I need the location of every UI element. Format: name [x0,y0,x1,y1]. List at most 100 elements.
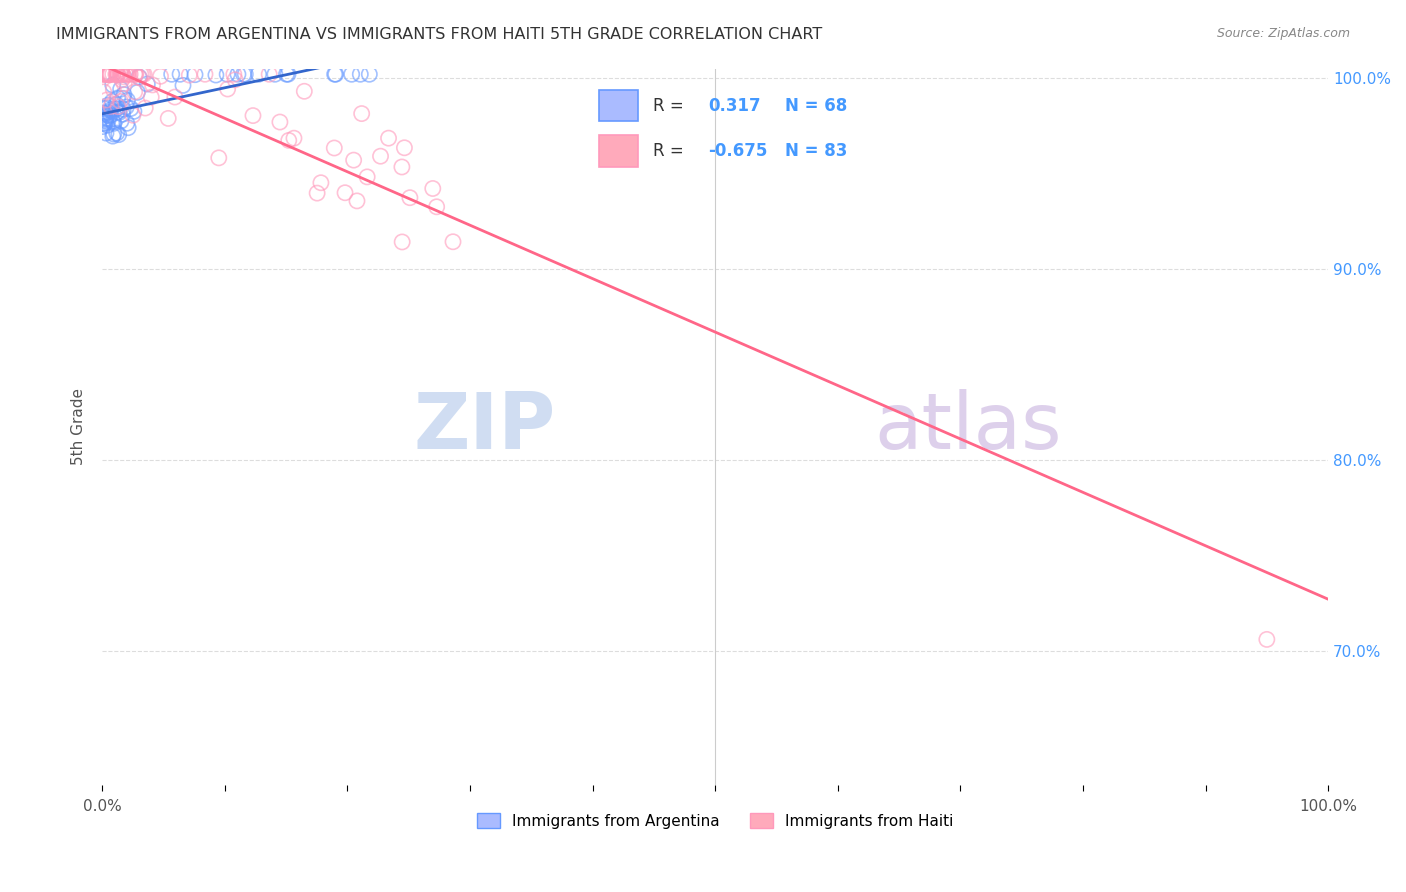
Point [112,77,135,91]
Bar [599,90,638,121]
Point [101,129,124,144]
Point [100,108,122,122]
Point [105,102,128,116]
Point [340,67,363,81]
Point [115,116,138,130]
Point [377,131,399,145]
Point [100,103,122,117]
Point [94,106,117,120]
Point [128,70,150,85]
Point [105,67,128,81]
Point [112,87,135,102]
Point [131,67,153,81]
Point [104,67,127,81]
Point [101,95,124,109]
Point [343,153,366,168]
Point [115,67,138,81]
Point [391,160,413,174]
Point [122,108,145,122]
Point [105,105,128,120]
Point [111,91,134,105]
Point [120,67,142,81]
Point [105,126,128,140]
Point [333,186,356,200]
Point [103,116,125,130]
Point [179,68,201,82]
Point [124,67,146,81]
Point [350,106,373,120]
Point [349,67,371,81]
Point [122,104,145,119]
Point [394,141,416,155]
Point [169,67,191,81]
Point [98,67,121,81]
Point [117,67,139,81]
Point [107,100,129,114]
Point [111,67,134,81]
Point [356,169,378,184]
Point [93,101,115,115]
Point [283,131,305,145]
Point [96,93,118,107]
Point [110,82,132,96]
Point [94,67,117,81]
Point [91,110,114,124]
Point [292,84,315,98]
Point [205,68,228,82]
Point [96,101,118,115]
Text: R =: R = [652,97,683,115]
Point [129,67,152,81]
Text: N = 83: N = 83 [786,142,848,160]
Point [100,99,122,113]
Point [124,67,146,81]
Point [128,70,150,84]
Point [323,67,346,81]
Point [232,67,254,81]
Point [98,67,121,81]
Text: ZIP: ZIP [413,389,555,465]
Point [96,67,118,81]
Point [93,113,115,128]
Point [370,149,392,163]
Point [346,194,368,208]
Text: 0.317: 0.317 [709,97,761,115]
Point [276,67,298,81]
Point [91,67,114,81]
Point [149,70,172,84]
Point [391,235,413,249]
Point [222,67,245,81]
Bar [599,136,638,167]
Point [309,176,332,190]
Point [94,67,117,81]
Point [101,67,124,81]
Point [111,73,134,87]
Point [163,90,186,104]
Point [112,102,135,116]
Point [134,67,156,81]
Point [277,67,299,81]
Point [103,127,125,141]
Point [157,112,180,126]
Point [217,82,239,96]
Point [134,101,156,115]
Point [194,67,217,81]
Point [105,97,128,112]
Point [226,67,249,81]
Point [307,186,329,200]
Point [117,67,139,81]
Point [111,107,134,121]
Point [160,67,183,81]
Point [125,67,148,81]
Point [94,112,117,126]
Text: Source: ZipAtlas.com: Source: ZipAtlas.com [1216,27,1350,40]
Point [269,115,291,129]
Point [107,67,129,81]
Point [96,108,118,122]
Point [98,109,121,123]
Point [184,68,207,82]
Point [110,95,132,109]
Point [141,90,163,104]
Point [112,70,135,84]
Point [105,67,128,81]
Point [110,67,132,81]
